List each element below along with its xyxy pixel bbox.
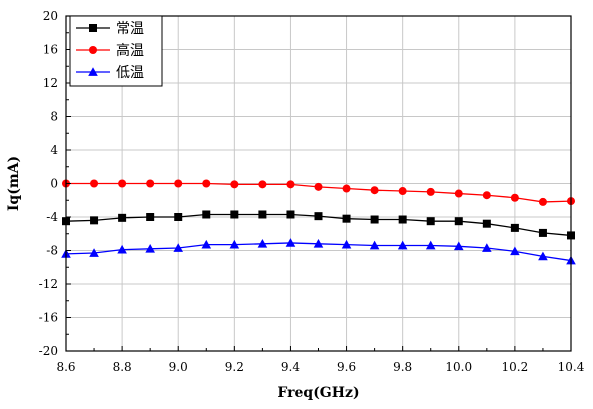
legend-marker — [89, 46, 97, 54]
data-point — [286, 180, 295, 189]
data-point — [453, 241, 464, 251]
data-point — [398, 215, 407, 224]
data-point — [174, 213, 183, 221]
x-axis-title: Freq(GHz) — [277, 385, 359, 401]
y-axis-title: Iq(mA) — [6, 156, 22, 211]
x-tick-label: 9.8 — [393, 360, 412, 374]
y-tick-label: 12 — [43, 76, 58, 90]
data-point — [90, 179, 99, 188]
data-point — [482, 191, 491, 200]
data-point — [201, 239, 212, 249]
legend-label: 常温 — [116, 21, 144, 37]
data-point — [510, 246, 520, 256]
legend-item: 高温 — [76, 42, 144, 59]
data-point — [342, 184, 351, 193]
y-tick-label: -16 — [39, 311, 58, 325]
legend-marker — [89, 24, 97, 32]
x-tick-label: 10.4 — [558, 360, 585, 374]
data-point — [313, 239, 324, 248]
y-tick-label: -8 — [46, 244, 58, 258]
data-point — [454, 217, 463, 226]
y-tick-label: 16 — [43, 43, 58, 57]
data-point — [146, 213, 155, 221]
data-point — [118, 179, 127, 188]
data-point — [341, 239, 352, 249]
data-point — [90, 216, 99, 225]
legend-marker — [88, 67, 98, 76]
data-point — [482, 219, 491, 228]
data-point — [369, 240, 380, 250]
data-point — [510, 193, 519, 202]
data-point — [397, 240, 408, 250]
data-point — [229, 239, 240, 249]
data-point — [538, 251, 548, 261]
x-tick-label: 9.6 — [337, 360, 356, 374]
x-tick-label: 10.0 — [445, 360, 472, 374]
legend-item: 低温 — [76, 65, 144, 81]
series-1 — [62, 210, 575, 240]
data-point — [370, 186, 379, 195]
legend-label: 高温 — [116, 42, 144, 59]
x-tick-label: 8.6 — [56, 360, 75, 374]
x-tick-labels: 8.6 8.8 9.0 9.2 9.4 9.6 9.8 10.0 10.2 10.4 — [56, 360, 584, 374]
y-tick-label: -12 — [39, 277, 58, 291]
series-2 — [62, 179, 575, 206]
data-point — [258, 210, 267, 219]
y-tick-label: 4 — [50, 143, 58, 157]
data-point — [117, 244, 127, 254]
y-tick-label: -20 — [39, 344, 58, 358]
data-point — [538, 228, 547, 237]
data-point — [510, 223, 519, 232]
data-point — [89, 248, 99, 257]
x-tick-label: 8.8 — [113, 360, 132, 374]
data-point — [230, 180, 239, 189]
data-point — [173, 243, 184, 252]
data-point — [398, 187, 407, 196]
data-point — [118, 213, 127, 222]
x-tick-label: 9.4 — [281, 360, 300, 374]
legend-label: 低温 — [116, 65, 144, 81]
data-point — [426, 187, 435, 196]
data-point — [230, 210, 239, 219]
x-tick-label: 9.2 — [225, 360, 244, 374]
x-tick-label: 9.0 — [169, 360, 188, 374]
x-tick-label: 10.2 — [502, 360, 529, 374]
data-point — [454, 189, 463, 198]
data-point — [426, 217, 435, 226]
data-point — [286, 210, 295, 219]
data-point — [314, 182, 323, 191]
y-tick-label: 8 — [50, 110, 58, 124]
data-point — [425, 240, 436, 250]
data-point — [174, 179, 183, 188]
data-point — [145, 244, 155, 253]
data-point — [314, 212, 323, 221]
data-point — [482, 243, 492, 252]
data-point — [146, 179, 155, 188]
y-tick-labels: -20 -16 -12 -8 -4 0 4 8 12 16 20 — [39, 9, 59, 358]
data-point — [202, 210, 211, 219]
data-point — [538, 197, 547, 206]
data-point — [370, 215, 379, 224]
tick-marks — [65, 15, 572, 352]
data-point — [285, 238, 296, 247]
y-tick-label: 0 — [50, 177, 58, 191]
y-tick-label: -4 — [46, 210, 58, 224]
data-point — [257, 239, 268, 248]
y-tick-label: 20 — [43, 9, 58, 23]
data-point — [202, 179, 211, 188]
data-point — [342, 214, 351, 223]
series-layer — [61, 179, 576, 265]
data-point — [258, 180, 267, 189]
legend-item: 常温 — [76, 21, 144, 37]
